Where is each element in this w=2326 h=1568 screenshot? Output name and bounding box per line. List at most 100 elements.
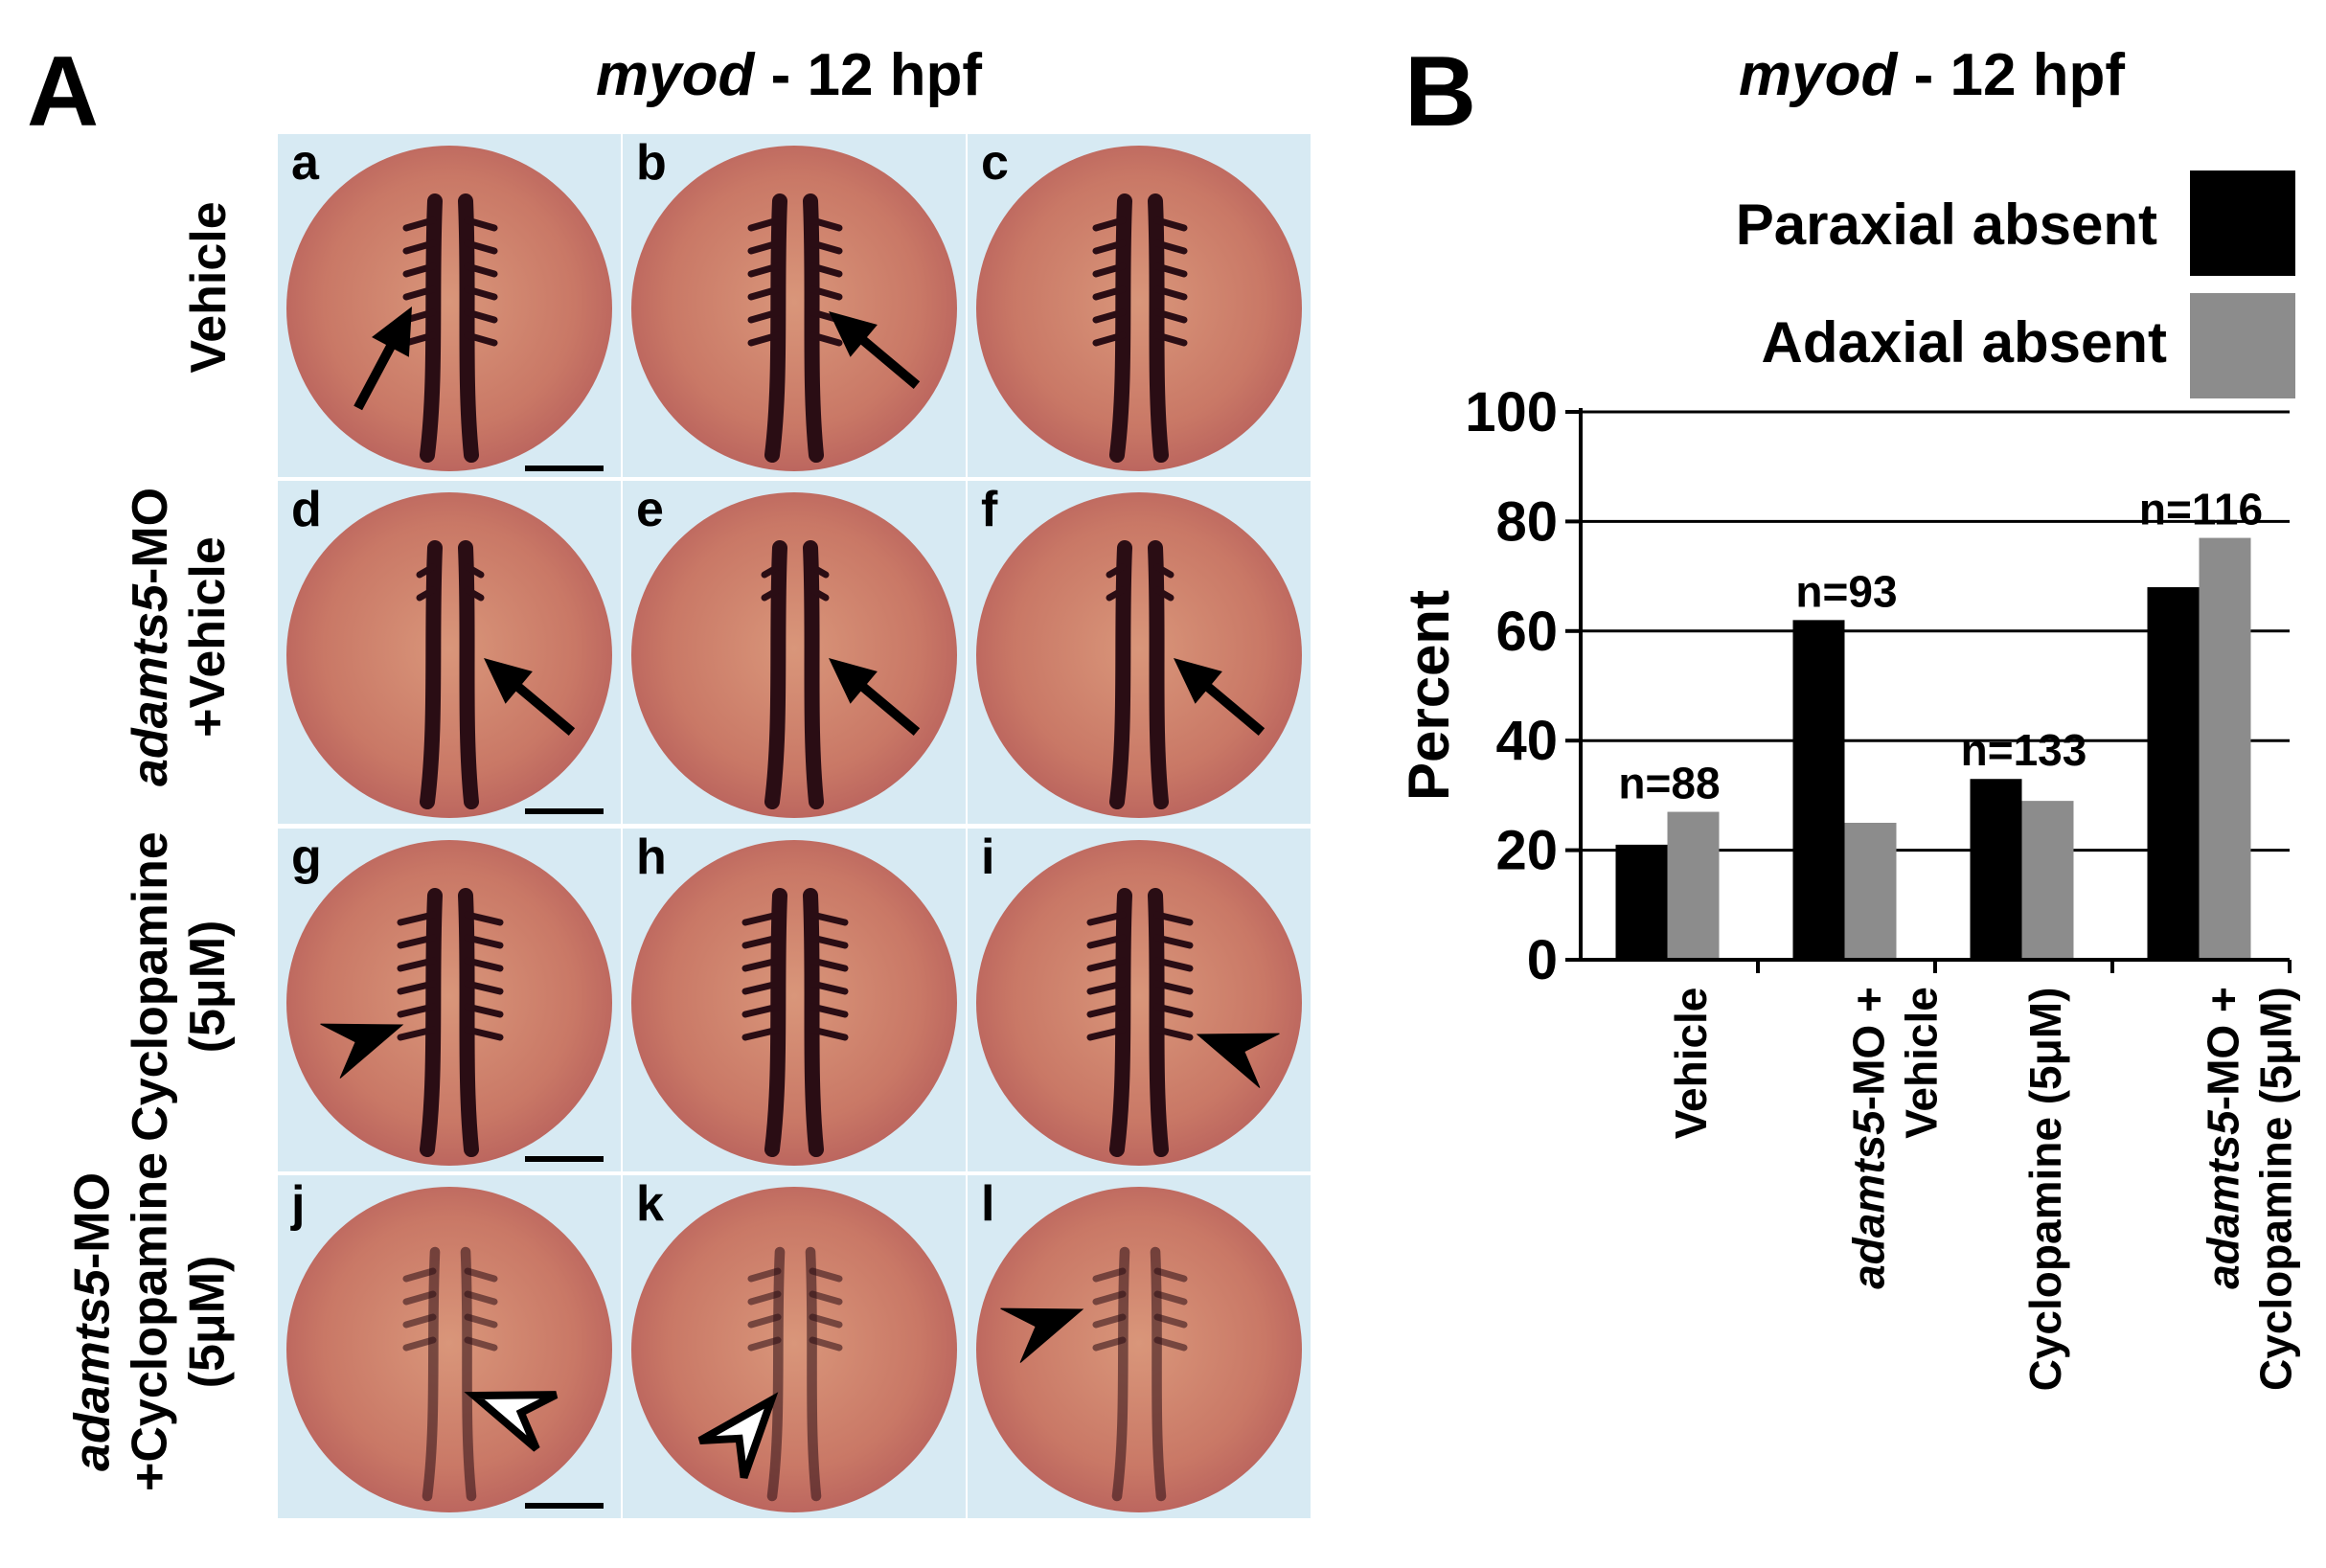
bar-paraxial	[1792, 620, 1845, 960]
adaxial-cells-right	[805, 1246, 822, 1502]
row-label-line: (5μM)	[179, 1152, 237, 1491]
somite-stripe	[1092, 308, 1127, 324]
somite-stripe	[1092, 239, 1127, 255]
embryo	[286, 1187, 612, 1512]
somite-stripe	[402, 216, 437, 232]
adaxial-cells-left	[764, 888, 787, 1157]
adaxial-cells-left	[1111, 1246, 1130, 1502]
open-arrowhead-marker	[464, 1391, 559, 1452]
somite-stripe	[761, 586, 782, 602]
somite-stripe	[809, 262, 843, 278]
panel-b-header-stage: - 12 hpf	[1897, 42, 2126, 108]
row-label-text: (5μM)	[180, 920, 236, 1054]
embryo-image: f	[968, 481, 1311, 824]
somite-stripe	[1153, 1336, 1188, 1352]
row-label-line: +Vehicle	[180, 488, 238, 786]
somite-stripe	[1153, 308, 1188, 324]
somite-stripe	[809, 1290, 843, 1306]
adaxial-cells-left	[420, 193, 443, 463]
adaxial-cells-right	[460, 1246, 477, 1502]
somite-stripe	[1092, 1336, 1127, 1352]
bar-paraxial	[1970, 779, 2022, 960]
legend-label-adaxial: Adaxial absent	[1761, 310, 2168, 375]
somite-stripe	[1153, 934, 1194, 949]
embryo	[631, 146, 957, 471]
image-letter: i	[981, 829, 995, 885]
adaxial-cells-left	[766, 1246, 786, 1502]
somite-stripe	[809, 911, 849, 926]
somite-stripe	[809, 331, 843, 347]
somite-stripe	[402, 1336, 437, 1352]
adaxial-cells-right	[458, 540, 479, 809]
somite-stripe	[747, 308, 782, 324]
row-label-text: +Cyclopamine	[122, 1151, 178, 1492]
image-letter: k	[636, 1176, 664, 1232]
somite-stripe	[464, 285, 498, 301]
somite-stripe	[402, 1313, 437, 1329]
somite-stripe	[1106, 563, 1127, 579]
embryo-image: g	[278, 829, 621, 1171]
somite-stripe	[464, 1003, 504, 1018]
y-tick-label: 80	[1495, 490, 1558, 553]
somite-stripe	[397, 1026, 437, 1041]
row-label-line: adamts5-MO	[64, 1152, 122, 1491]
embryo-image: c	[968, 134, 1311, 477]
x-category-text: Cyclopamine (5μM)	[2020, 987, 2071, 1391]
row-label-text: -MO	[64, 1171, 121, 1270]
adaxial-cells-right	[458, 888, 479, 1157]
somite-stripe	[741, 934, 782, 949]
embryo-image: k	[623, 1175, 966, 1518]
embryo-image: e	[623, 481, 966, 824]
somite-stripe	[809, 980, 849, 995]
bar-adaxial	[1667, 811, 1720, 960]
somite-stripe	[464, 980, 504, 995]
row-label: adamts5-MO +Cyclopamine (5μM)	[64, 1152, 236, 1491]
somite-stripe	[464, 957, 504, 972]
somite-stripe	[1086, 934, 1127, 949]
x-category-line: Vehicle	[1665, 987, 1718, 1139]
row-label-text: Vehicle	[181, 201, 238, 374]
somite-stripe	[1153, 1003, 1194, 1018]
adaxial-cells-right	[803, 193, 824, 463]
adaxial-cells-left	[422, 1246, 441, 1502]
legend-label-paraxial: Paraxial absent	[1735, 193, 2157, 257]
adaxial-cells-left	[764, 193, 787, 463]
somite-stripe	[809, 586, 830, 602]
adaxial-cells-right	[1148, 193, 1169, 463]
arrowhead-marker	[320, 1023, 404, 1079]
somite-stripe	[402, 262, 437, 278]
somite-stripe	[397, 911, 437, 926]
adaxial-cells-left	[1109, 888, 1132, 1157]
image-letter: d	[291, 482, 322, 537]
row-label-italic: adamts5	[123, 584, 179, 787]
x-category-label: adamts5-MO + Cyclopamine (5μM)	[2197, 987, 2302, 1391]
scale-bar	[525, 1503, 604, 1509]
open-arrowhead-marker	[697, 1392, 779, 1479]
somite-stripe	[1153, 285, 1188, 301]
somite-stripe	[1092, 1267, 1127, 1283]
somite-stripe	[809, 1336, 843, 1352]
somite-stripe	[747, 331, 782, 347]
embryo	[286, 492, 612, 818]
legend-swatch-adaxial	[2190, 293, 2295, 398]
somite-stripe	[809, 239, 843, 255]
x-category-text: Vehicle	[1665, 987, 1716, 1139]
y-tick-label: 100	[1465, 381, 1558, 443]
bar-adaxial	[2021, 801, 2074, 960]
somite-stripe	[809, 1003, 849, 1018]
embryo	[631, 840, 957, 1166]
somite-stripe	[1153, 262, 1188, 278]
somite-stripe	[1153, 1267, 1188, 1283]
somite-stripe	[1153, 563, 1174, 579]
adaxial-cells-right	[1148, 888, 1169, 1157]
somite-stripe	[397, 957, 437, 972]
somite-stripe	[464, 911, 504, 926]
somite-stripe	[1092, 331, 1127, 347]
x-category-line: Cyclopamine (5μM)	[2249, 987, 2302, 1391]
somite-stripe	[1153, 980, 1194, 995]
somite-stripe	[1106, 586, 1127, 602]
somite-stripe	[1092, 1290, 1127, 1306]
somite-stripe	[747, 1336, 782, 1352]
scale-bar	[525, 808, 604, 814]
row-label-line: Vehicle	[181, 201, 239, 373]
